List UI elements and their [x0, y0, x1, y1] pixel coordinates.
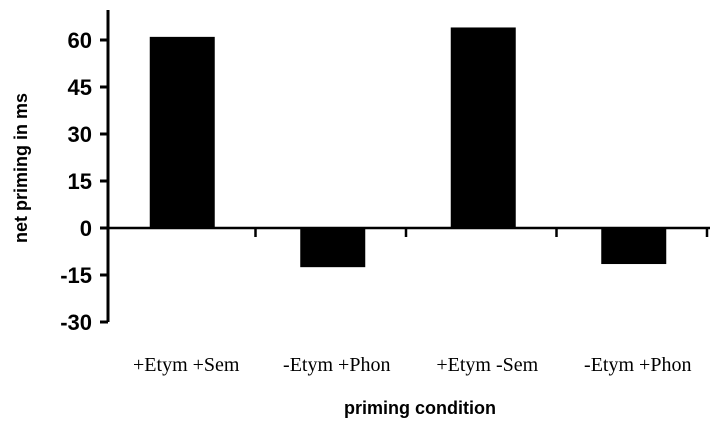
y-tick-label: -15: [60, 263, 92, 288]
x-category-label: -Etym +Phon: [584, 354, 691, 376]
y-axis-title: net priming in ms: [11, 93, 31, 243]
bar: [601, 228, 667, 265]
bar: [300, 228, 366, 268]
y-tick-label: 30: [68, 122, 92, 147]
x-category-label: +Etym -Sem: [436, 354, 538, 376]
y-tick-label: 60: [68, 28, 92, 53]
bar: [450, 27, 516, 228]
x-category-label: -Etym +Phon: [283, 354, 390, 376]
x-category-label: +Etym +Sem: [133, 354, 240, 376]
y-tick-label: 15: [68, 169, 92, 194]
y-tick-label: 45: [68, 75, 92, 100]
bar: [149, 36, 215, 228]
y-tick-label: 0: [80, 216, 92, 241]
y-tick-label: -30: [60, 310, 92, 335]
plot-area: 60 45 30 15 0 -15 -30 +Etym +Sem -Etym +Phon +Ety…: [60, 10, 710, 376]
x-axis-title: priming condition: [344, 398, 496, 418]
